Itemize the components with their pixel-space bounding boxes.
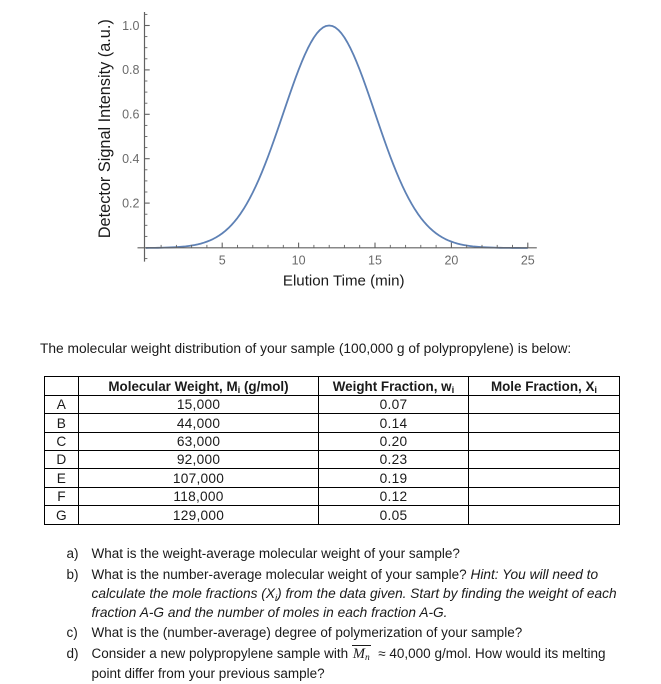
svg-text:0.8: 0.8 bbox=[122, 63, 139, 77]
svg-text:1.0: 1.0 bbox=[122, 19, 139, 33]
svg-text:0.2: 0.2 bbox=[122, 196, 139, 210]
svg-text:Elution Time (min): Elution Time (min) bbox=[283, 273, 405, 290]
svg-text:0.6: 0.6 bbox=[122, 108, 139, 122]
svg-text:5: 5 bbox=[219, 254, 226, 268]
svg-text:0.4: 0.4 bbox=[122, 152, 139, 166]
svg-text:20: 20 bbox=[444, 254, 458, 268]
svg-text:15: 15 bbox=[368, 254, 382, 268]
svg-text:25: 25 bbox=[521, 254, 535, 268]
svg-text:10: 10 bbox=[292, 254, 306, 268]
svg-text:Detector Signal Intensity (a.u: Detector Signal Intensity (a.u.) bbox=[96, 19, 114, 238]
